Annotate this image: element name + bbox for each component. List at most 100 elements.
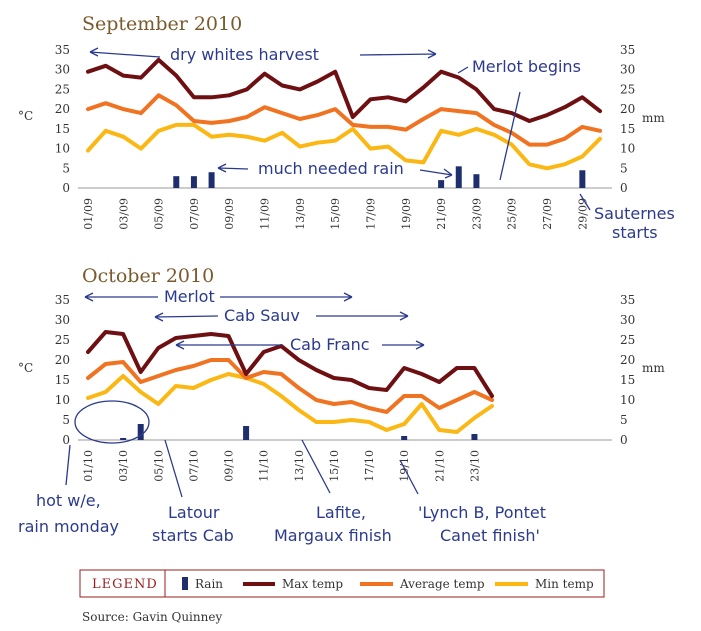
sep-xtick-label: 15/09: [329, 198, 342, 230]
legend-min-label: Min temp: [535, 577, 594, 591]
oct-ytick-left: 10: [55, 393, 70, 407]
sep-rain-bar: [579, 170, 586, 188]
sep-ytick-right: 30: [620, 63, 635, 77]
note-dry-whites: dry whites harvest: [170, 45, 319, 64]
sep-ytick-right: 35: [620, 43, 635, 57]
oct-xtick-label: 09/10: [223, 450, 236, 482]
arrow-merlot-right: [220, 292, 353, 302]
october-marks: [86, 330, 494, 440]
legend: LEGEND Rain Max temp Average temp Min te…: [79, 569, 605, 598]
sep-ytick-right: 5: [620, 161, 628, 175]
note-latour: Latour: [168, 503, 220, 522]
note-cab-sauv: Cab Sauv: [224, 306, 300, 325]
october-ylabel-right: mm: [642, 361, 665, 375]
arrow-merlot-left: [84, 292, 158, 302]
sep-rain-bar: [455, 166, 462, 188]
legend-avg-label: Average temp: [399, 577, 485, 591]
sep-rain-bar: [438, 180, 445, 188]
october-annotations: [65, 292, 425, 498]
sep-xtick-label: 19/09: [400, 198, 413, 230]
note-cab-franc: Cab Franc: [290, 335, 370, 354]
note-merlot-begins: Merlot begins: [472, 57, 581, 76]
sep-ytick-right: 10: [620, 142, 635, 156]
note-starts-cab: starts Cab: [152, 526, 234, 545]
note-merlot: Merlot: [164, 287, 215, 306]
sep-ytick-left: 35: [55, 43, 70, 57]
note-margaux-finish: Margaux finish: [274, 526, 392, 545]
sep-xtick-label: 27/09: [541, 198, 554, 230]
sep-ytick-left: 20: [55, 102, 70, 116]
note-much-needed-rain: much needed rain: [258, 159, 404, 178]
september-chart: September 2010 °C mm 0 0 5 5 10 10 15 15 20 20 25 2…: [18, 13, 675, 242]
oct-xtick-label: 11/10: [258, 450, 271, 482]
arrow-cabsauv-right: [316, 311, 409, 321]
oct-min-temp-line: [86, 372, 494, 434]
oct-ytick-right: 10: [620, 393, 635, 407]
legend-rain-label: Rain: [195, 577, 223, 591]
september-ylabel-left: °C: [18, 109, 33, 123]
source-note: Source: Gavin Quinney: [82, 610, 222, 624]
oct-ytick-left: 25: [55, 333, 70, 347]
sep-ytick-left: 25: [55, 82, 70, 96]
arrow-latour: [164, 439, 183, 498]
sep-xtick-label: 25/09: [506, 198, 519, 230]
sep-rain-bar: [473, 174, 480, 188]
oct-ytick-left: 35: [55, 293, 70, 307]
october-ylabel-left: °C: [18, 361, 33, 375]
sep-ytick-right: 20: [620, 102, 635, 116]
oct-xtick-label: 21/10: [433, 450, 446, 482]
oct-xtick-label: 17/10: [363, 450, 376, 482]
oct-xtick-label: 07/10: [187, 450, 200, 482]
oct-ytick-right: 25: [620, 333, 635, 347]
oct-ytick-left: 5: [62, 413, 70, 427]
sep-xtick-label: 21/09: [435, 198, 448, 230]
sep-xtick-label: 01/09: [82, 198, 95, 230]
note-lynch: 'Lynch B, Pontet: [418, 503, 546, 522]
oct-ytick-right: 20: [620, 353, 635, 367]
sep-xtick-label: 07/09: [188, 198, 201, 230]
arrow-merlot-line: [499, 91, 521, 181]
september-annotations: [89, 47, 591, 211]
oct-xtick-label: 01/10: [82, 450, 95, 482]
september-axes: 0 0 5 5 10 10 15 15 20 20 25 25 30 30 35 35 01/09 03/09 05…: [55, 43, 636, 230]
arrow-sauternes: [579, 193, 591, 211]
oct-ytick-left: 0: [62, 433, 70, 447]
legend-max-label: Max temp: [282, 577, 343, 591]
arrow-merlot: [457, 66, 469, 74]
oct-ytick-left: 20: [55, 353, 70, 367]
oct-xtick-label: 13/10: [293, 450, 306, 482]
arrow-lafite: [301, 439, 331, 494]
note-starts: starts: [612, 223, 658, 242]
sep-xtick-label: 17/09: [364, 198, 377, 230]
oct-ytick-right: 15: [620, 373, 635, 387]
sep-ytick-right: 25: [620, 82, 635, 96]
oct-xtick-label: 23/10: [468, 450, 481, 482]
october-title: October 2010: [82, 265, 214, 287]
arrow-cabfranc-left: [175, 340, 282, 350]
oct-rain-bar: [471, 434, 478, 440]
arrow-hot-weekend: [65, 444, 71, 486]
october-axes: 0 0 5 5 10 10 15 15 20 20 25 25 30 30 35 35 01/10 03/10 05…: [55, 293, 636, 482]
oct-xtick-label: 15/10: [328, 450, 341, 482]
sep-ytick-left: 0: [62, 181, 70, 195]
arrow-dry-whites-right: [359, 49, 437, 59]
sep-xtick-label: 29/09: [576, 198, 589, 230]
sep-xtick-label: 13/09: [294, 198, 307, 230]
oct-xtick-label: 03/10: [117, 450, 130, 482]
oct-average-temp-line: [86, 358, 494, 414]
oct-rain-bar: [137, 424, 144, 440]
oct-ytick-right: 5: [620, 413, 628, 427]
sep-rain-bar: [208, 172, 215, 188]
note-sauternes: Sauternes: [594, 204, 675, 223]
oct-ytick-left: 30: [55, 313, 70, 327]
oct-rain-bar: [401, 436, 408, 440]
arrow-lynch: [399, 459, 419, 495]
oct-ytick-left: 15: [55, 373, 70, 387]
sep-ytick-right: 15: [620, 122, 635, 136]
oct-max-temp-line: [86, 330, 494, 398]
oct-rain-bar: [120, 438, 127, 440]
arrow-dry-whites-left: [89, 47, 161, 58]
october-chart: October 2010 °C mm 0 0 5 5 10 10 15 15 20 20 25 25 3…: [18, 265, 665, 545]
oct-xtick-label: 05/10: [152, 450, 165, 482]
arrow-cabsauv-left: [154, 312, 219, 322]
